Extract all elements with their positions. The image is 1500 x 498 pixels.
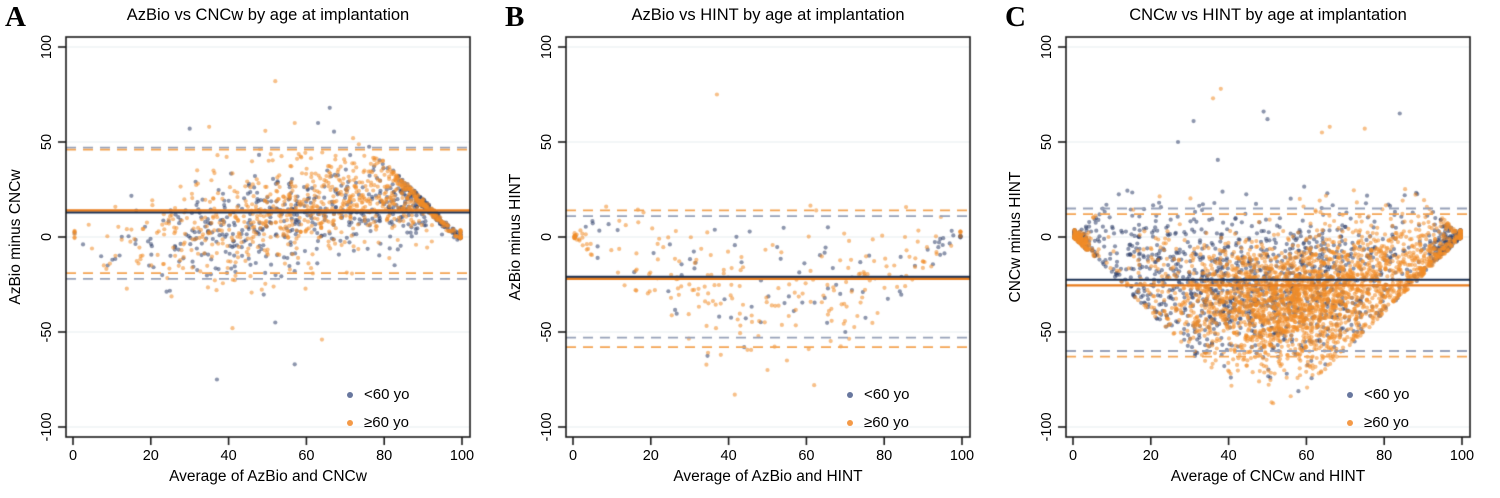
x-tick-label: 40 [220,448,237,464]
x-tick-label: 40 [1220,448,1237,464]
y-tick-label: 50 [539,133,555,151]
panel-title: CNCw vs HINT by age at implantation [1129,6,1407,24]
legend-item-ge60: ≥60 yo [1347,412,1409,433]
legend-item-ge60: ≥60 yo [847,412,909,433]
panel-b-plot-canvas [500,0,1000,498]
lt60-dot-icon [1347,391,1353,398]
x-tick-label: 60 [1298,448,1315,464]
panel-c-plot-canvas [1000,0,1500,498]
y-tick-label: -100 [1039,412,1055,442]
panel-a-plot-canvas [0,0,500,498]
panel-c: C CNCw vs HINT by age at implantation CN… [1000,0,1500,498]
x-tick-label: 80 [1376,448,1393,464]
panel-title: AzBio vs HINT by age at implantation [631,6,905,24]
panel-letter: A [5,1,26,33]
x-tick-label: 20 [142,448,159,464]
legend-label: <60 yo [364,386,410,403]
y-axis-title: CNCw minus HINT [1007,171,1024,303]
y-axis-title: AzBio minus CNCw [7,169,24,305]
y-tick-label: 100 [39,34,55,60]
panel-letter: B [505,1,525,33]
y-tick-label: 100 [539,34,555,60]
y-tick-label: 0 [39,232,55,242]
panel-letter: C [1005,1,1026,33]
ge60-dot-icon [1347,419,1353,426]
legend-label: <60 yo [864,386,910,403]
legend: <60 yo ≥60 yo [1347,384,1409,433]
panel-a: A AzBio vs CNCw by age at implantation A… [0,0,500,498]
x-tick-label: 80 [876,448,893,464]
legend-item-lt60: <60 yo [1347,384,1409,405]
y-axis-title: AzBio minus HINT [507,173,524,301]
y-tick-label: -50 [539,321,555,343]
legend: <60 yo ≥60 yo [847,384,909,433]
x-tick-label: 40 [720,448,737,464]
x-tick-label: 20 [1142,448,1159,464]
lt60-dot-icon [347,391,353,398]
x-tick-label: 100 [949,448,975,464]
x-tick-label: 0 [568,448,578,464]
x-tick-label: 60 [298,448,315,464]
y-tick-label: 50 [1039,133,1055,151]
panel-b: B AzBio vs HINT by age at implantation A… [500,0,1000,498]
y-tick-label: 0 [1039,232,1055,242]
x-tick-label: 20 [642,448,659,464]
legend-item-lt60: <60 yo [347,384,409,405]
x-axis-title: Average of CNCw and HINT [1170,468,1366,485]
legend-label: <60 yo [1364,386,1410,403]
legend-item-lt60: <60 yo [847,384,909,405]
legend-item-ge60: ≥60 yo [347,412,409,433]
x-tick-label: 80 [376,448,393,464]
x-tick-label: 60 [798,448,815,464]
y-tick-label: -100 [539,412,555,442]
legend-label: ≥60 yo [364,414,409,431]
x-tick-label: 100 [1449,448,1475,464]
y-tick-label: 0 [539,232,555,242]
y-tick-label: -100 [39,412,55,442]
y-tick-label: -50 [1039,321,1055,343]
ge60-dot-icon [347,419,353,426]
y-tick-label: -50 [39,321,55,343]
legend: <60 yo ≥60 yo [347,384,409,433]
x-axis-title: Average of AzBio and HINT [673,468,863,485]
x-tick-label: 0 [68,448,78,464]
lt60-dot-icon [847,391,853,398]
x-tick-label: 0 [1068,448,1078,464]
ge60-dot-icon [847,419,853,426]
x-tick-label: 100 [449,448,475,464]
legend-label: ≥60 yo [864,414,909,431]
legend-label: ≥60 yo [1364,414,1409,431]
panel-title: AzBio vs CNCw by age at implantation [126,6,410,24]
y-tick-label: 50 [39,133,55,151]
y-tick-label: 100 [1039,34,1055,60]
x-axis-title: Average of AzBio and CNCw [169,468,367,485]
